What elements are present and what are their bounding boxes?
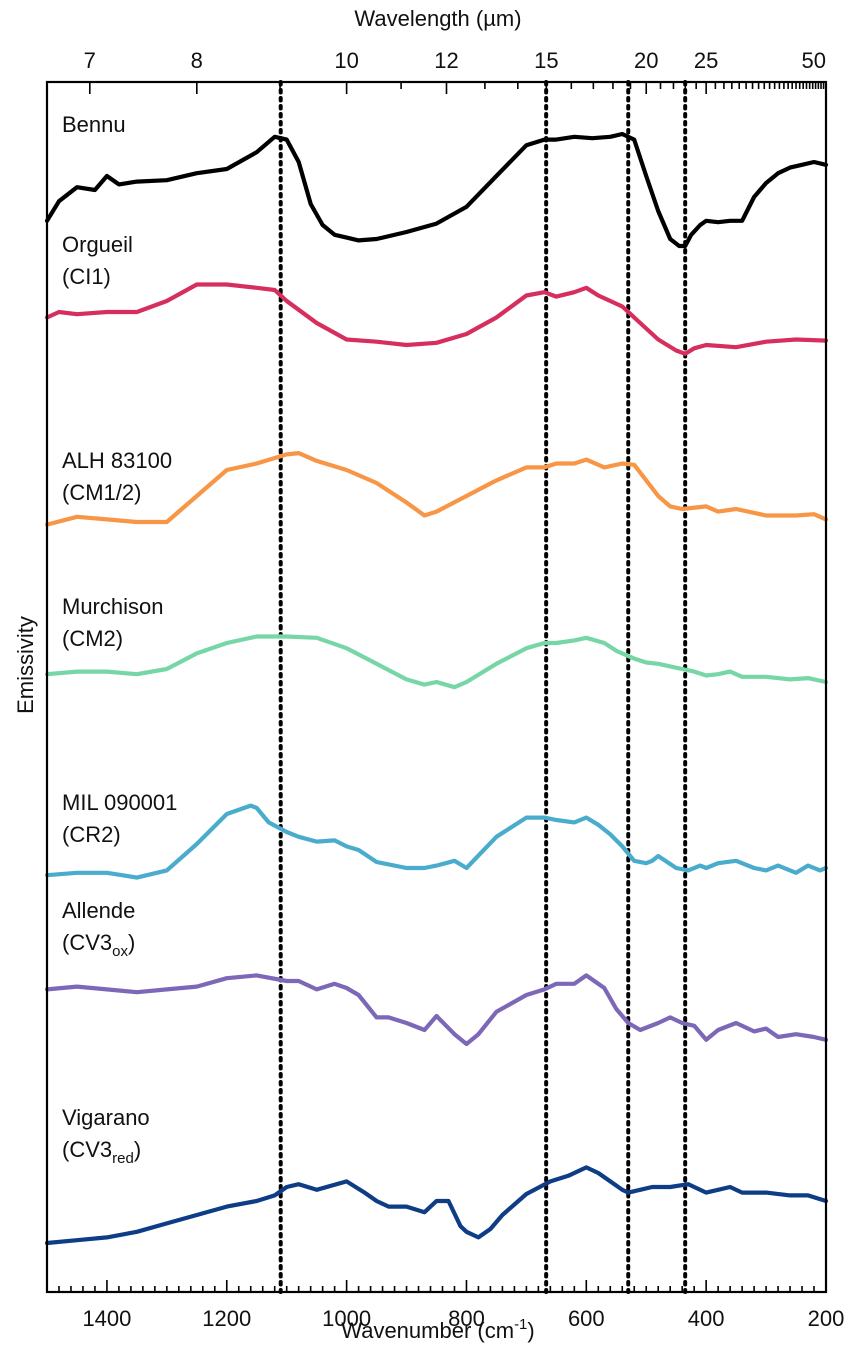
bottom-axis-title: Wavenumber (cm-1) [341,1316,534,1343]
x-tick-label: 1400 [82,1306,131,1331]
series-label-bennu: Bennu [62,112,126,137]
x2-tick-label: 7 [84,48,96,73]
x2-tick-label: 10 [334,48,358,73]
series-layer [44,131,829,1246]
series-line-orgueil [44,282,829,356]
x2-tick-label: 25 [694,48,718,73]
x-tick-label: 200 [808,1306,845,1331]
x-tick-label: 600 [568,1306,605,1331]
bottom-axis-unit-close: ) [527,1318,534,1343]
top-axis-title: Wavelength (µm) [354,6,521,31]
series-label-murchison: Murchison [62,594,163,619]
series-label-orgueil: Orgueil [62,232,133,257]
series-line-bennu [44,131,829,249]
x-tick-label: 1200 [202,1306,251,1331]
series-line-alh-83100 [44,451,829,527]
reference-lines [278,80,688,1294]
series-sublabel-murchison: (CM2) [62,626,123,651]
bottom-axis-title-text: Wavenumber [341,1318,471,1343]
series-sublabel-allende: (CV3ox) [62,930,135,960]
series-labels: Bennu Orgueil (CI1) ALH 83100 (CM1/2) Murchis… [62,112,177,1167]
series-line-vigarano [44,1165,829,1246]
x2-tick-label: 20 [634,48,658,73]
x-tick-label: 1000 [322,1306,371,1331]
series-line-allende [44,973,829,1047]
x2-tick-label: 15 [534,48,558,73]
bottom-axis-unit: (cm [477,1318,514,1343]
x-tick-label: 400 [688,1306,725,1331]
x2-tick-label: 8 [191,48,203,73]
series-label-allende: Allende [62,898,135,923]
x2-tick-label: 50 [802,48,826,73]
x-tick-label: 800 [448,1306,485,1331]
y-axis-title: Emissivity [13,616,38,714]
series-line-mil-090001 [44,803,829,880]
plot-frame [45,80,828,1294]
series-sublabel-mil-090001: (CR2) [62,822,121,847]
bottom-axis-unit-exponent: -1 [514,1316,527,1333]
series-line-murchison [44,634,829,690]
series-label-mil-090001: MIL 090001 [62,790,177,815]
series-label-vigarano: Vigarano [62,1105,150,1130]
series-sublabel-orgueil: (CI1) [62,264,111,289]
series-label-alh-83100: ALH 83100 [62,448,172,473]
series-sublabel-alh-83100: (CM1/2) [62,480,141,505]
axes: 1400 1200 1000 800 600 400 200 7 8 10 12 15 20 25 50 [45,48,845,1331]
x2-tick-label: 12 [434,48,458,73]
series-sublabel-vigarano: (CV3red) [62,1137,141,1167]
